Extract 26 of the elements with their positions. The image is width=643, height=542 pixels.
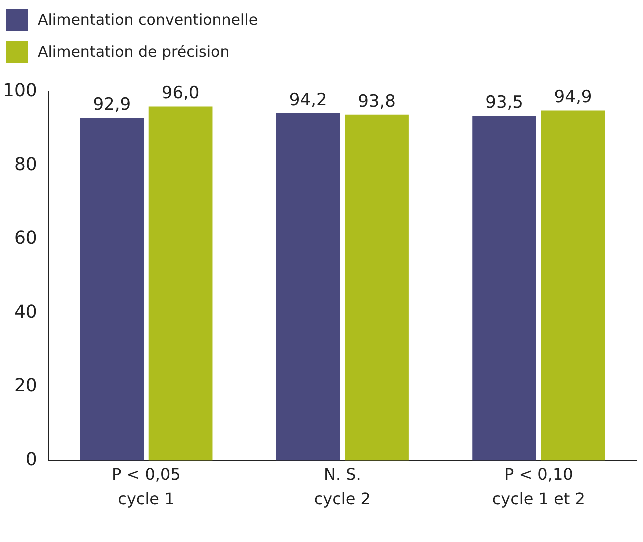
bar xyxy=(148,106,213,461)
y-tick-label: 100 xyxy=(2,80,38,102)
legend-label: Alimentation de précision xyxy=(38,43,230,61)
legend-label: Alimentation conventionnelle xyxy=(38,11,258,29)
text: P < 0,10 xyxy=(503,464,574,484)
data-label: 93,8 xyxy=(358,92,396,112)
y-tick-label: 40 xyxy=(14,302,38,323)
x-tick-label: cycle 1 et 2 xyxy=(492,490,586,509)
y-tick-label: 60 xyxy=(14,228,38,250)
bar xyxy=(80,118,144,461)
bar xyxy=(276,113,340,461)
bar xyxy=(541,110,606,461)
data-label: 92,9 xyxy=(93,95,132,116)
data-label: 93,5 xyxy=(486,92,524,113)
data-label: 94,2 xyxy=(289,90,328,110)
text: N. S. xyxy=(322,464,362,484)
y-tick-label: 80 xyxy=(14,154,38,176)
x-tick-label: cycle 2 xyxy=(314,490,371,509)
data-label: 96,0 xyxy=(162,84,200,104)
y-tick-label: 0 xyxy=(26,449,38,470)
y-tick-label: 20 xyxy=(14,376,38,397)
text: P < 0,05 xyxy=(111,464,182,484)
bar xyxy=(345,114,409,461)
x-tick-label: cycle 1 xyxy=(118,490,175,509)
data-label: 94,9 xyxy=(554,88,592,108)
bar xyxy=(472,116,536,461)
